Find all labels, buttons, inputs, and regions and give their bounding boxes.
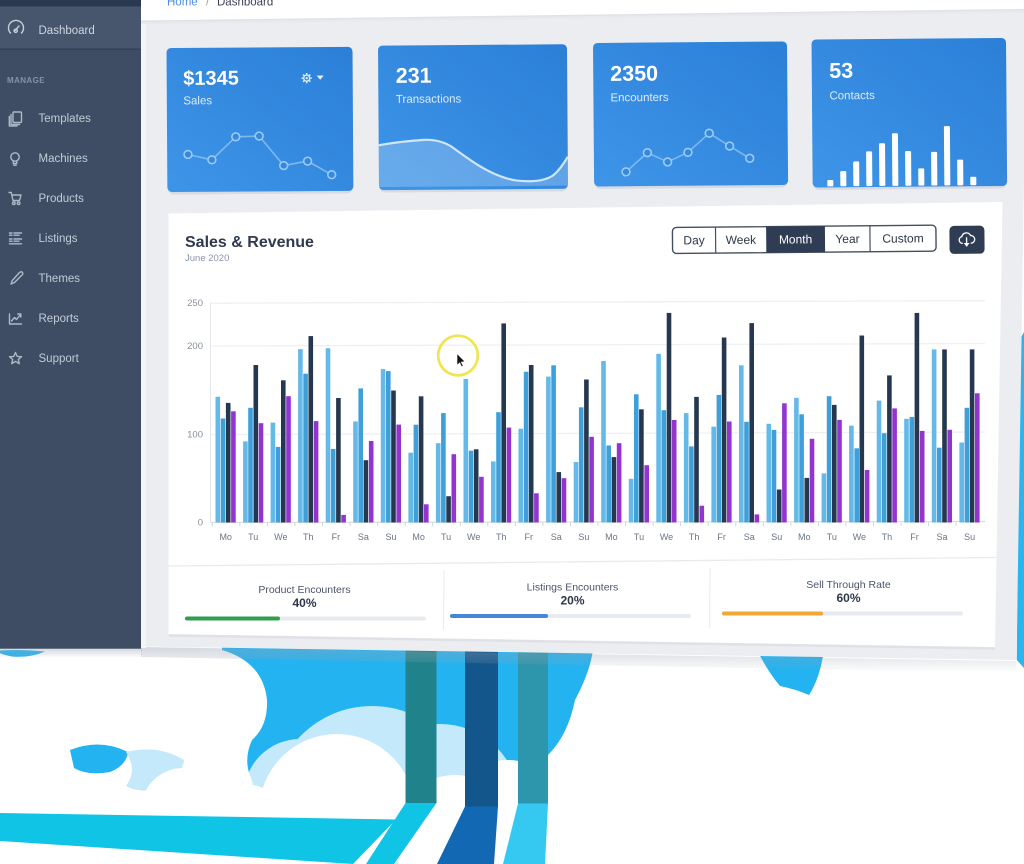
svg-text:Fr: Fr [910, 532, 919, 542]
svg-text:We: We [467, 532, 480, 542]
svg-text:200: 200 [187, 341, 203, 352]
svg-text:Product Encounters: Product Encounters [258, 584, 350, 596]
svg-text:Mo: Mo [798, 532, 811, 542]
svg-text:/: / [206, 0, 210, 9]
svg-text:Products: Products [39, 193, 85, 205]
svg-text:Su: Su [385, 532, 396, 542]
svg-text:Mo: Mo [219, 532, 232, 542]
svg-text:We: We [660, 532, 673, 542]
svg-text:Sa: Sa [936, 532, 947, 542]
svg-text:Transactions: Transactions [396, 93, 462, 105]
svg-text:Day: Day [683, 233, 704, 247]
svg-text:Fr: Fr [717, 532, 726, 542]
svg-text:Mo: Mo [412, 532, 425, 542]
svg-text:Sa: Sa [551, 532, 562, 542]
svg-text:Th: Th [303, 532, 314, 542]
svg-text:Home: Home [167, 0, 198, 9]
svg-text:Sales & Revenue: Sales & Revenue [185, 234, 314, 251]
svg-text:231: 231 [396, 64, 432, 88]
svg-text:20%: 20% [560, 594, 584, 608]
svg-text:Sa: Sa [358, 532, 369, 542]
svg-text:Su: Su [771, 532, 782, 542]
svg-text:Th: Th [882, 532, 893, 542]
svg-text:Tu: Tu [634, 532, 644, 542]
svg-text:Th: Th [496, 532, 507, 542]
svg-text:Tu: Tu [441, 532, 451, 542]
svg-text:Support: Support [39, 353, 80, 365]
svg-text:100: 100 [187, 430, 203, 441]
svg-text:2350: 2350 [610, 61, 658, 85]
svg-text:40%: 40% [292, 596, 316, 610]
svg-text:Su: Su [578, 532, 589, 542]
svg-text:Tu: Tu [827, 532, 837, 542]
svg-text:53: 53 [829, 59, 853, 83]
svg-text:Custom: Custom [882, 231, 923, 245]
svg-text:250: 250 [187, 298, 203, 309]
svg-text:Year: Year [835, 232, 859, 246]
svg-text:Fr: Fr [525, 532, 534, 542]
svg-text:Week: Week [726, 233, 758, 247]
svg-text:Reports: Reports [39, 313, 80, 325]
svg-text:MANAGE: MANAGE [7, 76, 45, 85]
svg-text:Th: Th [689, 532, 700, 542]
svg-text:We: We [274, 532, 287, 542]
svg-text:We: We [853, 532, 866, 542]
svg-text:Month: Month [779, 232, 812, 246]
svg-text:June 2020: June 2020 [185, 253, 229, 264]
svg-text:Su: Su [964, 532, 975, 542]
svg-text:Machines: Machines [39, 153, 88, 165]
svg-text:Sales: Sales [183, 95, 212, 107]
svg-text:$1345: $1345 [183, 68, 239, 90]
svg-text:Sell Through Rate: Sell Through Rate [806, 579, 891, 591]
svg-text:Mo: Mo [605, 532, 618, 542]
svg-text:Dashboard: Dashboard [39, 25, 95, 37]
svg-text:60%: 60% [836, 591, 860, 605]
svg-text:0: 0 [198, 518, 203, 529]
svg-text:Dashboard: Dashboard [217, 0, 273, 9]
svg-text:Tu: Tu [248, 532, 258, 542]
svg-text:Listings Encounters: Listings Encounters [527, 582, 619, 594]
svg-text:Templates: Templates [39, 113, 92, 125]
svg-text:Sa: Sa [744, 532, 755, 542]
svg-text:Themes: Themes [39, 273, 81, 285]
svg-text:Contacts: Contacts [829, 90, 875, 102]
svg-text:Fr: Fr [332, 532, 341, 542]
svg-text:Listings: Listings [39, 233, 78, 245]
svg-text:Encounters: Encounters [610, 92, 669, 104]
